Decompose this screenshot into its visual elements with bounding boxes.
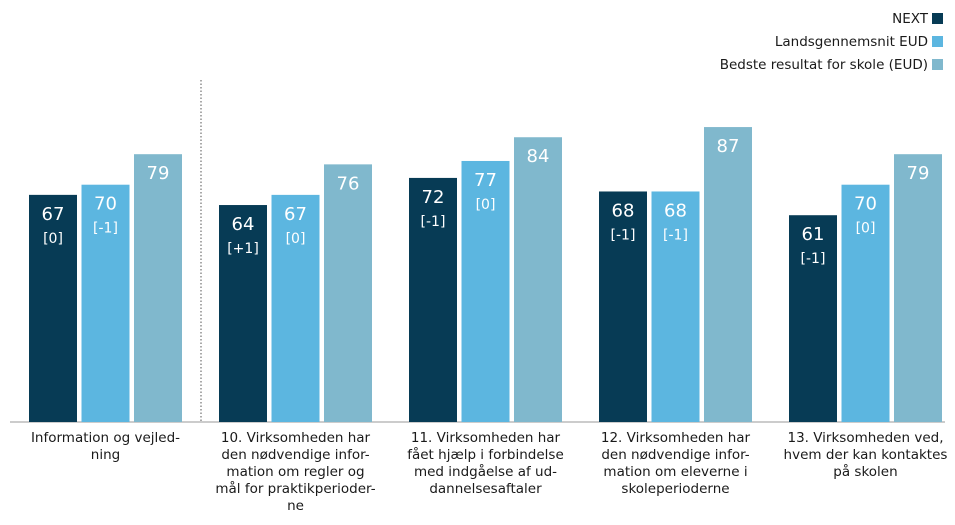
x-tick-label: 11. Virksomheden har <box>411 430 561 446</box>
x-tick-label: ne <box>287 498 304 514</box>
legend-label: NEXT <box>892 11 929 27</box>
legend-swatch <box>932 13 943 24</box>
change-label: [0] <box>43 231 63 247</box>
value-label: 68 <box>612 200 635 221</box>
value-label: 72 <box>422 187 445 208</box>
value-label: 76 <box>337 173 360 194</box>
bar <box>599 191 647 422</box>
bar <box>219 205 267 422</box>
value-label: 79 <box>147 163 170 184</box>
bar <box>894 154 942 422</box>
change-label: [0] <box>856 221 876 237</box>
value-label: 87 <box>717 136 740 157</box>
bar <box>651 191 700 422</box>
change-label: [-1] <box>421 214 446 230</box>
x-tick-label: skoleperioderne <box>621 481 729 497</box>
bar <box>324 164 372 423</box>
change-label: [-1] <box>663 227 688 243</box>
x-tick-label: den nødvendige infor- <box>601 447 749 463</box>
change-label: [0] <box>286 231 306 247</box>
x-tick-label: mål for praktikperioder- <box>215 480 375 497</box>
bar <box>789 215 837 422</box>
value-label: 67 <box>284 204 307 225</box>
change-label: [-1] <box>801 251 826 267</box>
value-label: 64 <box>232 214 255 235</box>
bar <box>841 184 890 422</box>
bar <box>514 137 562 423</box>
value-label: 84 <box>527 146 550 167</box>
x-tick-label: 10. Virksomheden har <box>221 430 371 446</box>
change-label: [0] <box>476 197 496 213</box>
value-label: 79 <box>907 163 930 184</box>
x-tick-label: 12. Virksomheden har <box>601 430 751 446</box>
bar <box>29 194 77 422</box>
x-tick-label: på skolen <box>833 463 897 480</box>
value-label: 61 <box>802 224 825 245</box>
x-tick-label: 13. Virksomheden ved, <box>787 430 943 446</box>
change-label: [+1] <box>227 241 259 257</box>
bar <box>409 177 457 422</box>
x-tick-label: dannelsesaftaler <box>429 481 542 497</box>
x-tick-label: ning <box>91 447 120 463</box>
x-tick-label: hvem der kan kontaktes <box>784 447 948 463</box>
x-tick-label: den nødvendige infor- <box>221 447 369 463</box>
legend-label: Landsgennemsnit EUD <box>775 34 928 50</box>
change-label: [-1] <box>93 221 118 237</box>
bar <box>704 127 752 422</box>
bar <box>134 154 182 422</box>
value-label: 77 <box>474 170 497 191</box>
x-tick-label: Information og vejled- <box>31 430 180 446</box>
value-label: 67 <box>42 204 65 225</box>
x-tick-label: med indgåelse af ud- <box>414 463 557 480</box>
bar <box>81 184 130 422</box>
x-tick-label: fået hjælp i forbindelse <box>407 446 564 463</box>
value-label: 70 <box>854 194 877 215</box>
bar <box>461 160 510 422</box>
x-tick-label: mation om eleverne i <box>603 464 747 480</box>
bar <box>271 194 320 422</box>
x-tick-label: mation om regler og <box>226 464 364 480</box>
change-label: [-1] <box>611 227 636 243</box>
value-label: 68 <box>664 200 687 221</box>
legend-swatch <box>932 59 943 70</box>
legend-label: Bedste resultat for skole (EUD) <box>720 57 928 73</box>
legend-swatch <box>932 36 943 47</box>
value-label: 70 <box>94 194 117 215</box>
